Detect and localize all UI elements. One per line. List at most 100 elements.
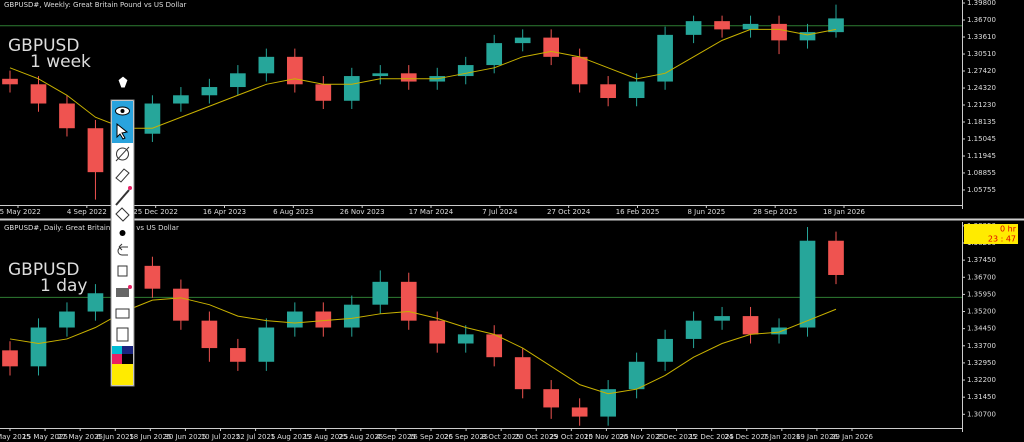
x-tick-label: 5 May 2025 [0, 433, 31, 441]
candle-body [2, 350, 18, 367]
candle-body [799, 240, 816, 328]
y-tick-label: 1.08855 [967, 169, 996, 177]
y-tick-label: 1.33610 [967, 33, 996, 41]
timer-text: 23 : 47 [988, 235, 1016, 244]
marker-icon[interactable] [115, 168, 130, 183]
x-tick-label: 7 Jan 2026 [763, 433, 801, 441]
candle-body [571, 56, 588, 85]
x-tick-label: 22 Jul 2025 [236, 433, 276, 441]
candle-body [400, 73, 417, 82]
black-swatch[interactable] [122, 354, 133, 364]
dot [128, 186, 132, 190]
y-tick-label: 1.39800 [967, 0, 996, 7]
x-tick-label: 17 Mar 2024 [409, 208, 454, 216]
pen-icon[interactable] [117, 75, 129, 89]
eraser-icon[interactable] [115, 207, 130, 222]
x-tick-label: 8 Oct 2025 [482, 433, 521, 441]
candle-body [543, 37, 560, 57]
candle-body [2, 78, 18, 85]
candle-body [628, 361, 645, 390]
dot [128, 285, 132, 289]
trash-icon[interactable] [117, 265, 128, 277]
candle-body [87, 128, 104, 173]
blue-swatch[interactable] [122, 346, 133, 354]
candle-body [59, 311, 75, 328]
erase-icon[interactable] [116, 147, 129, 161]
x-tick-label: 18 Jan 2026 [823, 208, 866, 216]
x-tick-label: 10 Jul 2025 [201, 433, 241, 441]
x-tick-label: 25 Dec 2022 [133, 208, 178, 216]
candle-body [343, 76, 360, 101]
x-tick-label: 24 Dec 2025 [724, 433, 769, 441]
x-tick-label: 10 Nov 2025 [584, 433, 629, 441]
y-tick-label: 1.24320 [967, 84, 996, 92]
symbol-label: GBPUSD [8, 36, 79, 56]
chart-title: GBPUSD#, Weekly: Great Britain Pound vs … [4, 1, 186, 9]
candle-body [685, 320, 702, 339]
candle-body [258, 56, 275, 74]
x-tick-label: 1 Aug 2025 [270, 433, 310, 441]
candle-body [543, 389, 560, 408]
candle-body [315, 84, 332, 101]
candle-body [828, 240, 844, 275]
candle-body [514, 37, 531, 44]
cursor-icon[interactable] [116, 122, 129, 140]
y-tick-label: 1.36700 [967, 16, 996, 24]
board-icon[interactable] [116, 288, 129, 297]
candle-body [514, 357, 531, 390]
x-tick-label: 15 May 2025 [22, 433, 68, 441]
y-tick-label: 1.32950 [967, 359, 996, 367]
x-tick-label: 20 Oct 2025 [515, 433, 558, 441]
timer-box [964, 224, 1018, 244]
x-tick-label: 16 Sep 2025 [409, 433, 453, 441]
x-tick-label: 19 Jan 2026 [796, 433, 839, 441]
y-tick-label: 1.15045 [967, 135, 996, 143]
candle-body [685, 21, 702, 35]
y-tick-label: 1.34450 [967, 325, 996, 333]
undo-icon[interactable] [117, 243, 128, 256]
x-tick-label: 6 Jun 2025 [96, 433, 134, 441]
candle-body [771, 23, 787, 41]
x-tick-label: 26 Nov 2023 [340, 208, 385, 216]
x-tick-label: 4 Sep 2022 [67, 208, 107, 216]
x-tick-label: 15 May 2022 [0, 208, 41, 216]
candle-body [657, 34, 673, 82]
clipboard-icon[interactable] [116, 327, 129, 342]
chart-title: GBPUSD#, Daily: Great Britain Pound vs U… [4, 224, 179, 232]
y-tick-label: 1.05755 [967, 186, 996, 194]
timer-text: 0 hr [1000, 225, 1017, 234]
camera-icon[interactable] [115, 308, 130, 319]
candle-body [600, 389, 616, 417]
candle-body [714, 21, 730, 30]
pen-tool[interactable] [115, 189, 130, 206]
erase-slash [115, 146, 130, 162]
candle-body [343, 304, 360, 328]
x-tick-label: 29 Jan 2026 [831, 433, 874, 441]
y-tick-label: 1.30700 [967, 410, 996, 418]
symbol-label: GBPUSD [8, 260, 79, 280]
x-tick-label: 28 Sep 2025 [753, 208, 797, 216]
cyan-swatch[interactable] [112, 346, 122, 354]
candle-body [742, 23, 759, 30]
magenta-swatch[interactable] [112, 354, 122, 364]
candle-body [771, 327, 787, 335]
y-tick-label: 1.35200 [967, 308, 996, 316]
candle-body [30, 84, 47, 104]
y-tick-label: 1.21230 [967, 101, 996, 109]
x-tick-label: 18 Jun 2025 [129, 433, 171, 441]
y-tick-label: 1.36700 [967, 273, 996, 281]
candle-body [400, 281, 417, 321]
candle-body [201, 320, 218, 349]
size-dot[interactable] [119, 230, 126, 236]
y-tick-label: 1.18135 [967, 118, 996, 126]
drawing-toolbar[interactable] [110, 75, 135, 387]
candle-body [59, 103, 75, 129]
yellow-swatch[interactable] [112, 364, 133, 385]
candle-body [230, 73, 246, 88]
candle-body [144, 103, 161, 134]
y-tick-label: 1.33700 [967, 342, 996, 350]
candle-body [30, 327, 47, 367]
x-tick-label: 4 Sep 2025 [376, 433, 416, 441]
y-tick-label: 1.37450 [967, 256, 996, 264]
